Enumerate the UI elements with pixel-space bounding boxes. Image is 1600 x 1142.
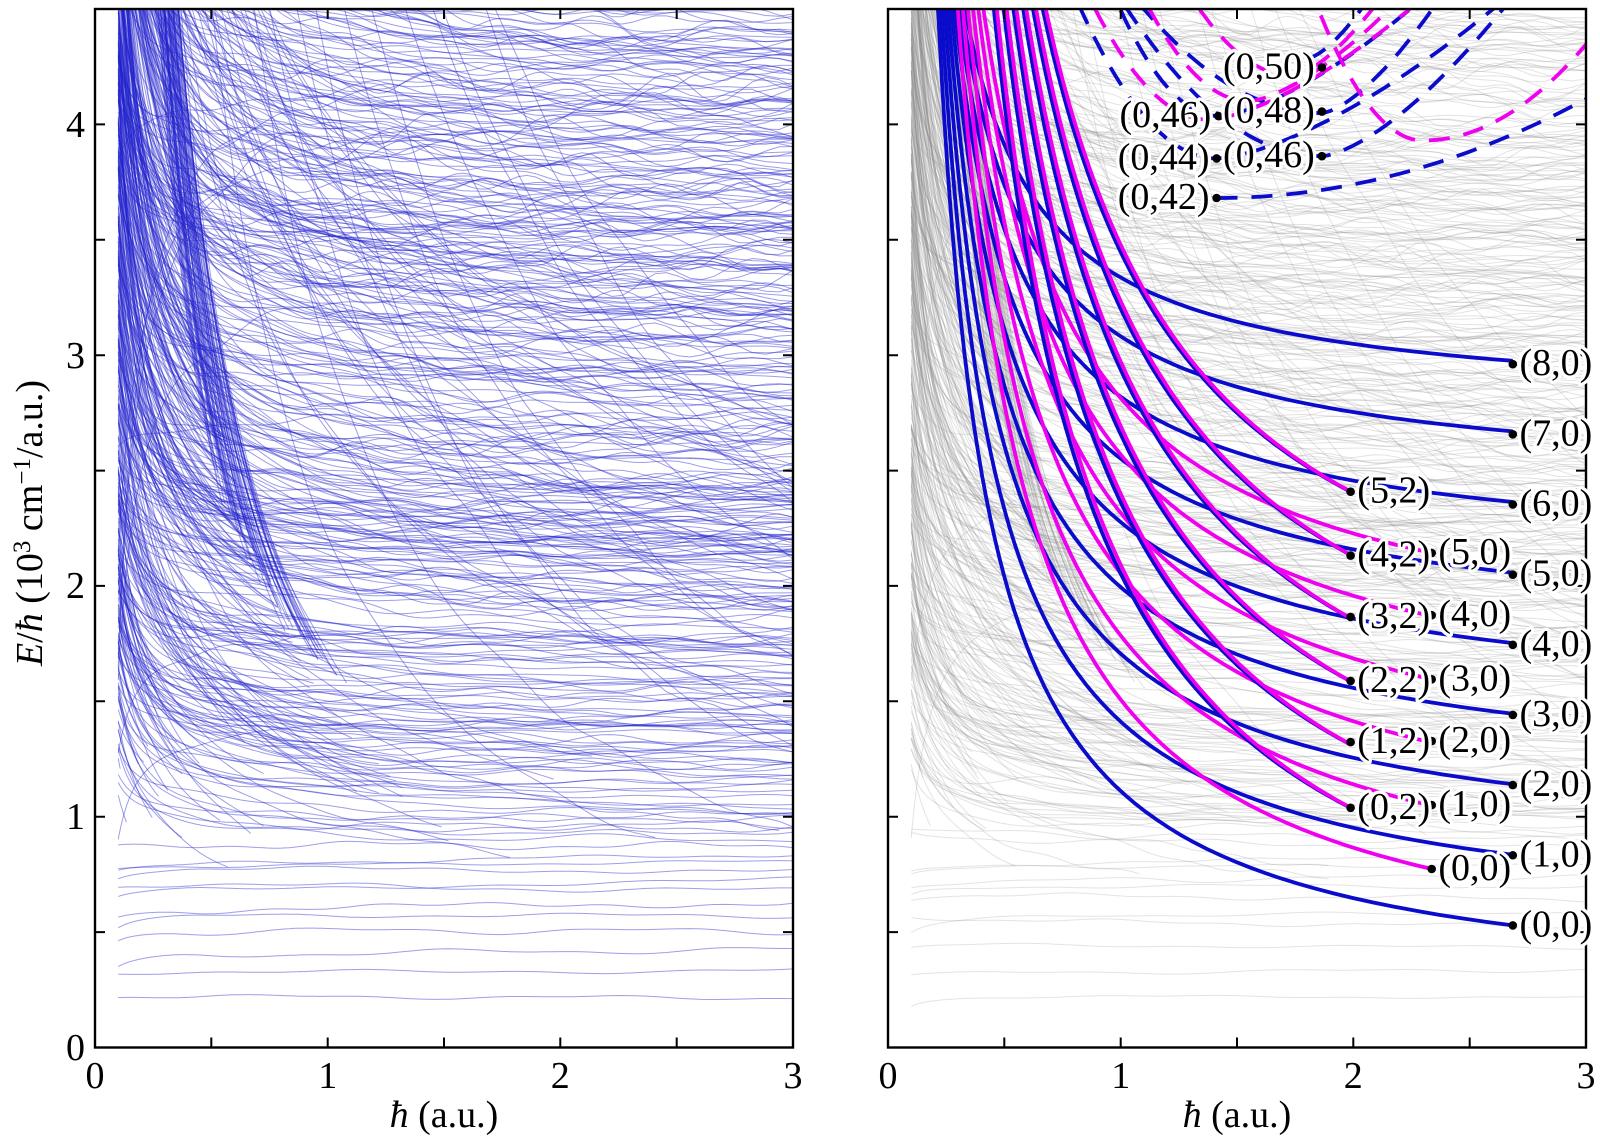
- svg-text:(8,0): (8,0): [1520, 342, 1593, 384]
- svg-text:(1,0): (1,0): [1438, 783, 1511, 825]
- svg-text:3: 3: [1577, 1055, 1596, 1097]
- svg-text:(0,44): (0,44): [1118, 136, 1210, 178]
- svg-text:3: 3: [784, 1055, 803, 1097]
- svg-text:1: 1: [318, 1055, 337, 1097]
- svg-text:4: 4: [66, 104, 85, 146]
- svg-text:2: 2: [1344, 1055, 1363, 1097]
- svg-text:(3,0): (3,0): [1520, 693, 1593, 735]
- svg-text:(0,0): (0,0): [1438, 847, 1511, 889]
- svg-text:(0,0): (0,0): [1520, 903, 1593, 945]
- svg-text:E/ħ (103 cm−1/a.u.): E/ħ (103 cm−1/a.u.): [9, 380, 51, 667]
- svg-text:ħ (a.u.): ħ (a.u.): [390, 1094, 499, 1136]
- svg-text:(1,0): (1,0): [1520, 833, 1593, 875]
- svg-text:(7,0): (7,0): [1520, 412, 1593, 454]
- svg-text:(2,0): (2,0): [1438, 719, 1511, 761]
- svg-text:(5,2): (5,2): [1357, 470, 1430, 512]
- svg-text:(1,2): (1,2): [1357, 720, 1430, 762]
- svg-text:(0,42): (0,42): [1118, 176, 1210, 218]
- svg-text:(5,0): (5,0): [1438, 531, 1511, 573]
- svg-text:(5,0): (5,0): [1520, 553, 1593, 595]
- svg-text:(0,2): (0,2): [1357, 786, 1430, 828]
- svg-text:2: 2: [551, 1055, 570, 1097]
- svg-text:(0,48): (0,48): [1223, 90, 1315, 132]
- svg-text:(0,50): (0,50): [1223, 46, 1315, 88]
- svg-text:(2,0): (2,0): [1520, 763, 1593, 805]
- svg-text:2: 2: [66, 565, 85, 607]
- svg-text:(6,0): (6,0): [1520, 483, 1593, 525]
- svg-text:(0,46): (0,46): [1119, 94, 1211, 136]
- svg-text:0: 0: [879, 1055, 898, 1097]
- svg-text:(4,0): (4,0): [1520, 623, 1593, 665]
- svg-text:(4,2): (4,2): [1357, 534, 1430, 576]
- svg-text:(3,2): (3,2): [1357, 595, 1430, 637]
- svg-text:ħ (a.u.): ħ (a.u.): [1183, 1094, 1292, 1136]
- svg-text:0: 0: [66, 1027, 85, 1069]
- svg-text:3: 3: [66, 335, 85, 377]
- svg-text:1: 1: [1111, 1055, 1130, 1097]
- svg-text:1: 1: [66, 796, 85, 838]
- svg-text:0: 0: [86, 1055, 105, 1097]
- svg-text:(3,0): (3,0): [1438, 657, 1511, 699]
- svg-text:(4,0): (4,0): [1438, 593, 1511, 635]
- svg-text:(0,46): (0,46): [1223, 134, 1315, 176]
- svg-text:(2,2): (2,2): [1357, 659, 1430, 701]
